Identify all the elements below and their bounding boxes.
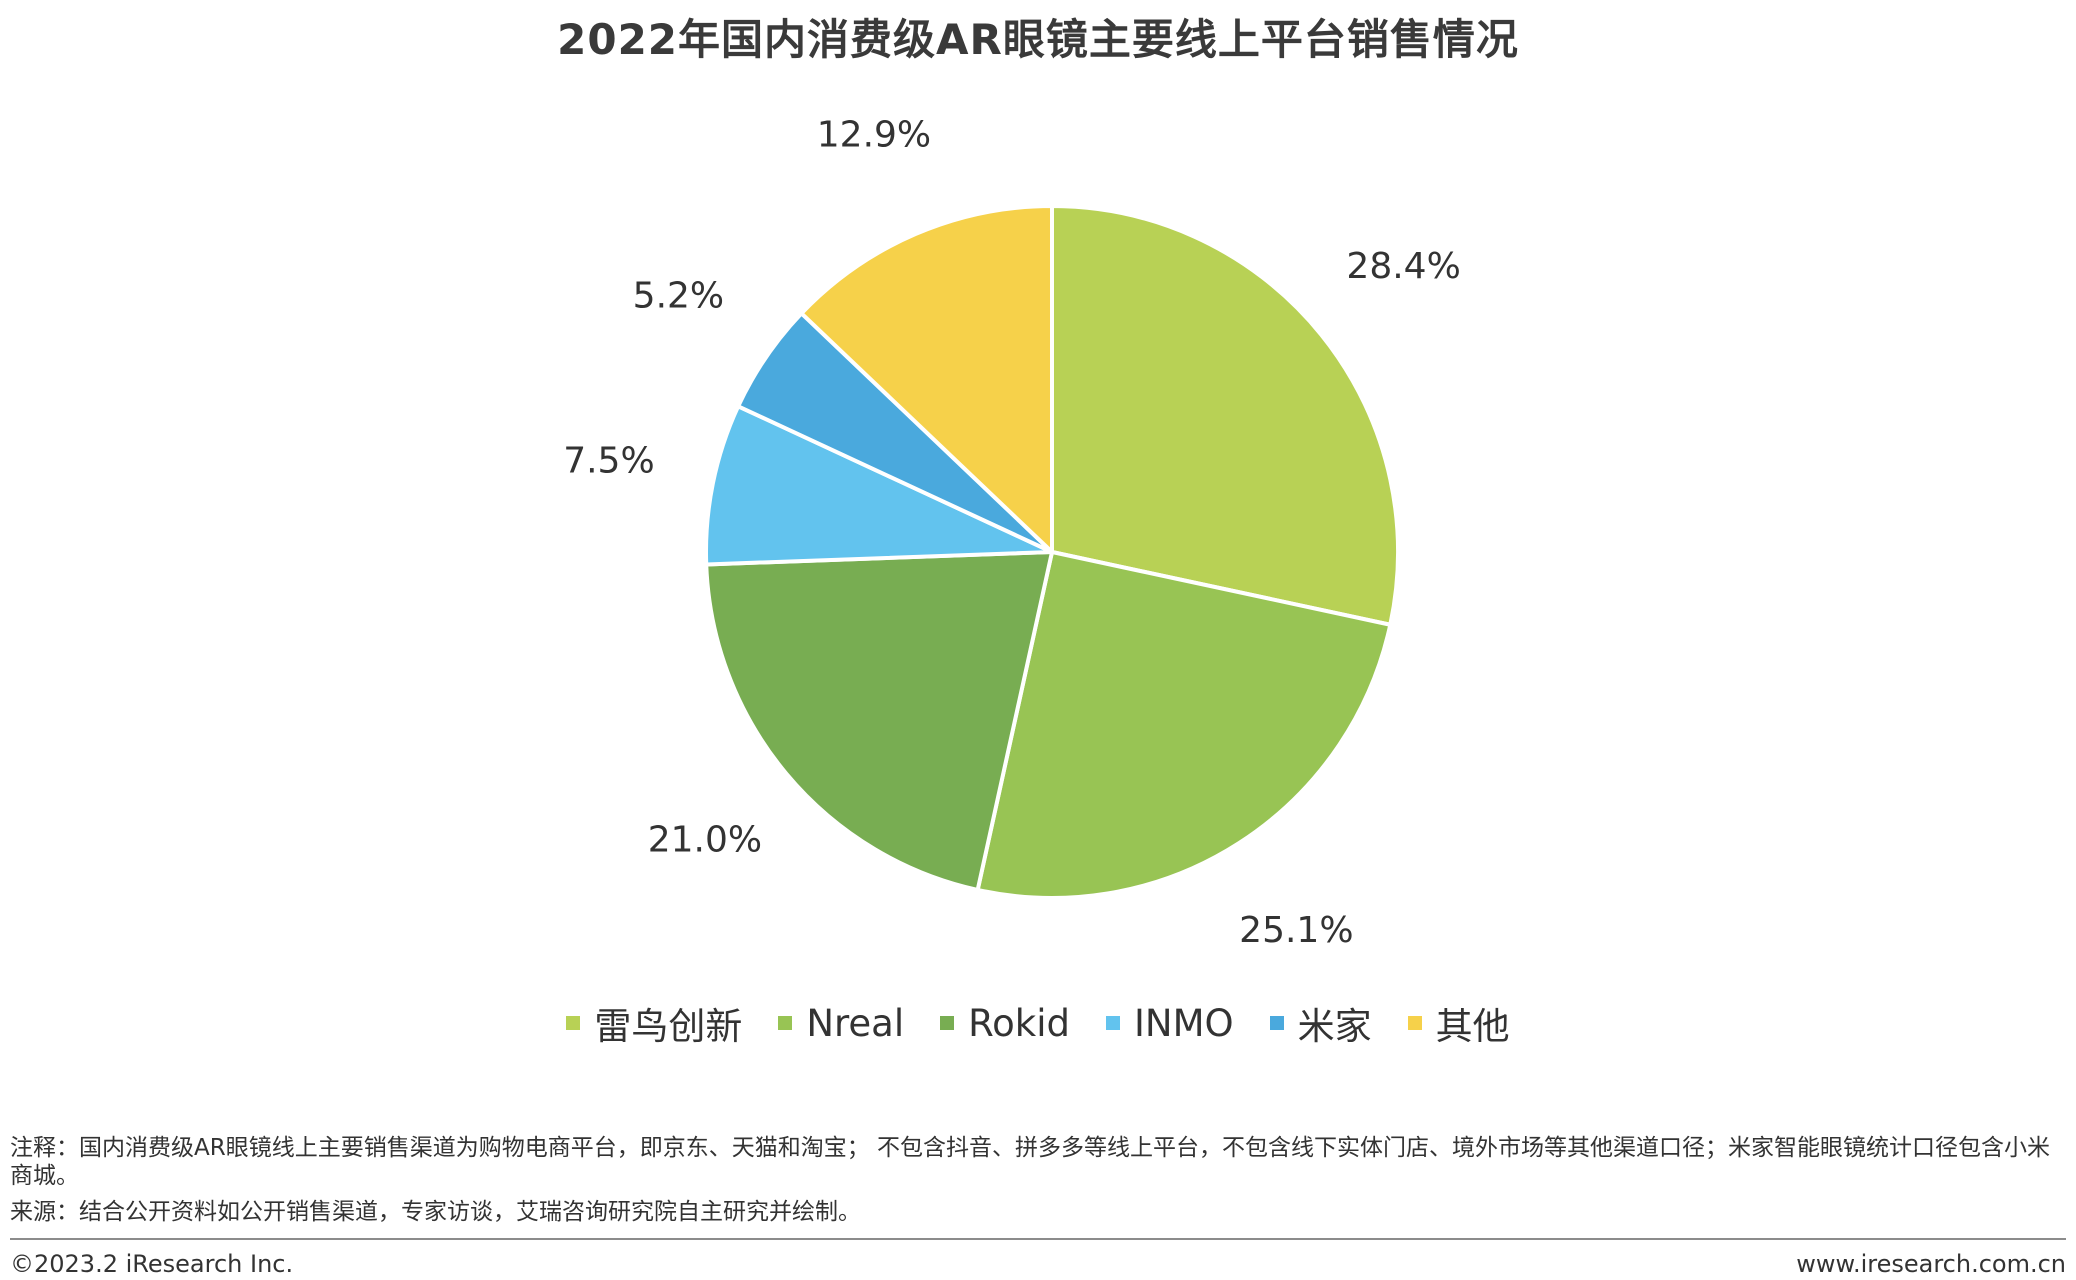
legend-swatch-1 bbox=[566, 1016, 581, 1030]
footer-divider bbox=[10, 1238, 2066, 1240]
legend-item-4: INMO bbox=[1106, 1002, 1234, 1045]
legend-item-2: Nreal bbox=[778, 1002, 904, 1045]
legend-label-2: Nreal bbox=[806, 1001, 905, 1045]
chart-legend: 雷鸟创新 Nreal Rokid INMO 米家 其他 bbox=[0, 996, 2076, 1050]
pie-slice-3 bbox=[704, 550, 1054, 892]
legend-item-1: 雷鸟创新 bbox=[566, 996, 742, 1050]
legend-swatch-5 bbox=[1269, 1016, 1284, 1030]
chart-title: 2022年国内消费级AR眼镜主要线上平台销售情况 bbox=[557, 15, 1519, 64]
footer-copyright: ©2023.2 iResearch Inc. bbox=[10, 1250, 294, 1278]
slice-data-label-2: 25.1% bbox=[1239, 910, 1353, 951]
legend-label-6: 其他 bbox=[1435, 1005, 1510, 1048]
slice-data-label-6: 12.9% bbox=[817, 115, 931, 156]
slice-data-label-5: 5.2% bbox=[633, 276, 724, 317]
legend-item-3: Rokid bbox=[940, 1002, 1070, 1045]
legend-label-3: Rokid bbox=[968, 1001, 1071, 1045]
pie-slice-6 bbox=[799, 204, 1054, 554]
footer-website: www.iresearch.com.cn bbox=[1796, 1250, 2066, 1278]
slice-data-label-3: 21.0% bbox=[648, 820, 762, 861]
legend-swatch-6 bbox=[1407, 1016, 1422, 1030]
legend-item-5: 米家 bbox=[1269, 996, 1372, 1050]
legend-swatch-4 bbox=[1106, 1016, 1121, 1030]
slice-data-label-4: 7.5% bbox=[563, 441, 654, 482]
pie-slice-1 bbox=[1050, 204, 1400, 627]
pie-slice-4 bbox=[704, 404, 1054, 567]
legend-item-6: 其他 bbox=[1407, 996, 1510, 1050]
legend-label-5: 米家 bbox=[1297, 1005, 1372, 1048]
chart-source: 来源：结合公开资料如公开销售渠道，专家访谈，艾瑞咨询研究院自主研究并绘制。 bbox=[10, 1199, 861, 1225]
legend-swatch-2 bbox=[778, 1016, 793, 1030]
legend-label-4: INMO bbox=[1134, 1001, 1234, 1045]
slice-data-label-1: 28.4% bbox=[1346, 246, 1460, 287]
pie-slice-2 bbox=[975, 550, 1393, 900]
chart-note: 注释：国内消费级AR眼镜线上主要销售渠道为购物电商平台，即京东、天猫和淘宝； 不… bbox=[10, 1135, 2051, 1189]
legend-swatch-3 bbox=[940, 1016, 955, 1030]
legend-label-1: 雷鸟创新 bbox=[594, 1005, 743, 1048]
